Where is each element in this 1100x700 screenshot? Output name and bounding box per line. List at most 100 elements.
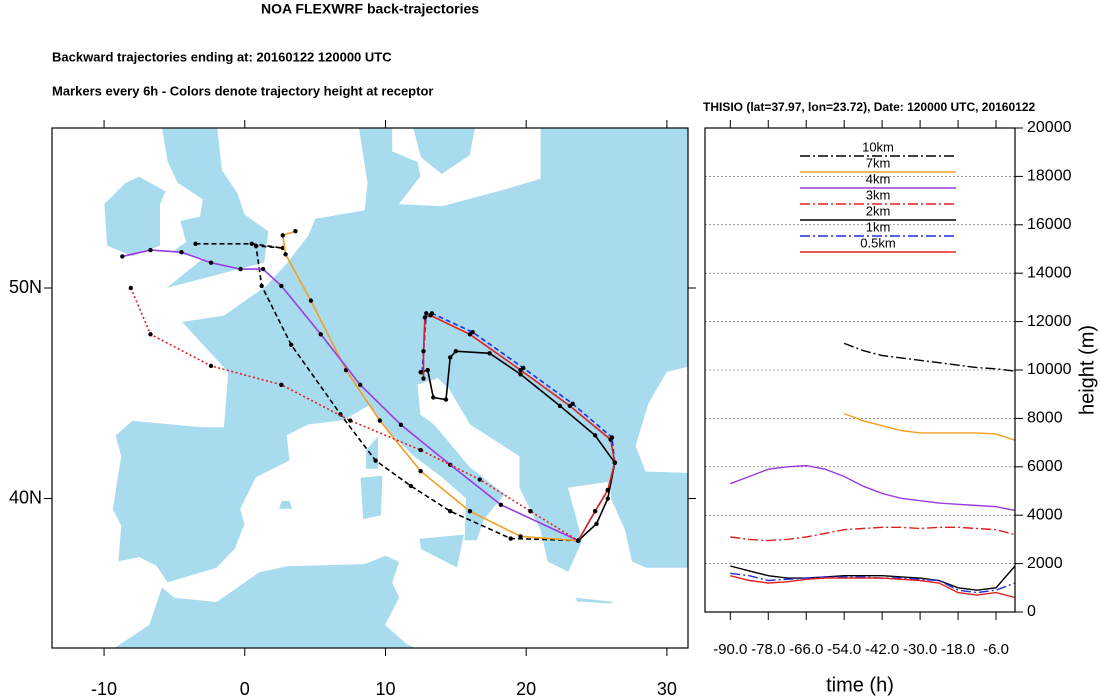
trajectory-marker — [477, 477, 482, 482]
height-line — [730, 464, 1016, 512]
height-line — [843, 342, 1016, 372]
x-tick-label: -78.0 — [751, 641, 785, 658]
trajectory-marker — [398, 422, 404, 428]
subtitle: Backward trajectories ending at: 2016012… — [52, 49, 392, 64]
legend-label: 7km — [866, 155, 891, 170]
map-area — [103, 128, 688, 648]
trajectory-marker — [605, 487, 610, 493]
trajectory-marker — [592, 508, 598, 514]
trajectory-marker — [289, 342, 294, 348]
trajectory-marker — [318, 332, 323, 337]
trajectory-marker — [408, 483, 414, 489]
map-frame — [51, 127, 689, 649]
legend-label: 0.5km — [860, 235, 895, 250]
x-tick-label: 0 — [240, 679, 250, 699]
land — [359, 475, 384, 520]
trajectory-marker — [576, 538, 581, 543]
y-tick-label: 14000 — [1027, 264, 1072, 281]
trajectory — [195, 243, 579, 542]
trajectory-marker — [238, 266, 243, 272]
trajectory-marker — [249, 241, 255, 246]
y-tick-label: 20000 — [1027, 119, 1072, 136]
legend-label: 2km — [866, 203, 891, 218]
trajectory-marker — [279, 382, 284, 388]
trajectory-marker — [422, 315, 428, 320]
x-tick-label: -42.0 — [865, 641, 899, 658]
trajectory-marker — [428, 313, 433, 318]
y-tick-label: 40N — [9, 487, 42, 507]
x-tick-label: 30 — [657, 679, 677, 699]
trajectory-marker — [373, 458, 378, 463]
legend-label: 10km — [862, 139, 894, 154]
land — [278, 500, 294, 510]
trajectory-marker — [283, 252, 288, 257]
y-tick-label: 4000 — [1027, 506, 1063, 523]
trajectory-marker — [208, 363, 214, 369]
trajectory-marker — [280, 233, 285, 238]
trajectory-marker — [612, 460, 618, 465]
trajectory — [422, 314, 616, 541]
y-tick-label: 8000 — [1027, 410, 1063, 427]
trajectory-marker — [448, 355, 453, 360]
trajectory-marker — [592, 433, 598, 438]
height-line — [730, 572, 1016, 594]
trajectory-marker — [421, 348, 426, 354]
trajectory-marker — [518, 372, 523, 377]
panel-title: THISIO (lat=37.97, lon=23.72), Date: 120… — [703, 100, 1036, 114]
trajectory-marker — [148, 332, 153, 337]
trajectory-marker — [498, 502, 504, 508]
y-tick-label: 18000 — [1027, 168, 1072, 185]
trajectory — [281, 230, 579, 542]
trajectory-marker — [518, 367, 523, 373]
trajectory-marker — [448, 508, 453, 514]
x-tick-label: -6.0 — [983, 641, 1009, 658]
land — [574, 597, 616, 605]
land — [113, 555, 417, 648]
y-tick-label: 6000 — [1027, 458, 1063, 475]
trajectory-marker — [431, 395, 436, 400]
trajectory-marker — [357, 382, 363, 388]
trajectory-marker — [128, 285, 133, 291]
trajectory-marker — [377, 418, 383, 423]
y-axis-label: height (m) — [1076, 325, 1098, 415]
x-tick-label: -18.0 — [941, 641, 975, 658]
trajectory-marker — [443, 397, 449, 402]
trajectory-marker — [453, 348, 459, 354]
x-tick-label: -66.0 — [789, 641, 823, 658]
x-tick-label: -54.0 — [827, 641, 861, 658]
land — [418, 533, 465, 569]
plot-frame — [704, 127, 1016, 613]
x-tick-label: -30.0 — [903, 641, 937, 658]
trajectory-marker — [193, 241, 198, 246]
trajectory-marker — [418, 447, 423, 453]
x-tick-label: 10 — [375, 679, 395, 699]
x-tick-label: -90.0 — [713, 641, 747, 658]
trajectory-marker — [557, 403, 563, 409]
trajectory-marker — [179, 250, 184, 255]
trajectory-marker — [120, 254, 125, 259]
note: Markers every 6h - Colors denote traject… — [52, 83, 433, 98]
trajectory-marker — [308, 298, 314, 303]
y-tick-label: 16000 — [1027, 216, 1072, 233]
legend-label: 1km — [866, 219, 891, 234]
height-line — [843, 412, 1016, 441]
y-tick-label: 12000 — [1027, 313, 1072, 330]
y-tick-label: 10000 — [1027, 361, 1072, 378]
trajectory-marker — [487, 351, 492, 356]
figure-title: NOA FLEXWRF back-trajectories — [261, 1, 479, 17]
height-line — [730, 575, 1016, 599]
y-tick-label: 2000 — [1027, 555, 1063, 572]
trajectory-marker — [594, 521, 599, 526]
trajectory-marker — [208, 260, 214, 265]
land — [103, 176, 167, 257]
trajectory-marker — [293, 228, 298, 234]
trajectory-marker — [518, 534, 523, 539]
trajectory-marker — [424, 311, 429, 316]
legend-label: 4km — [866, 171, 891, 186]
x-axis-label: time (h) — [826, 674, 894, 696]
trajectory — [130, 287, 579, 542]
trajectory-marker — [418, 468, 423, 474]
trajectory-marker — [279, 283, 284, 289]
land — [161, 128, 270, 289]
